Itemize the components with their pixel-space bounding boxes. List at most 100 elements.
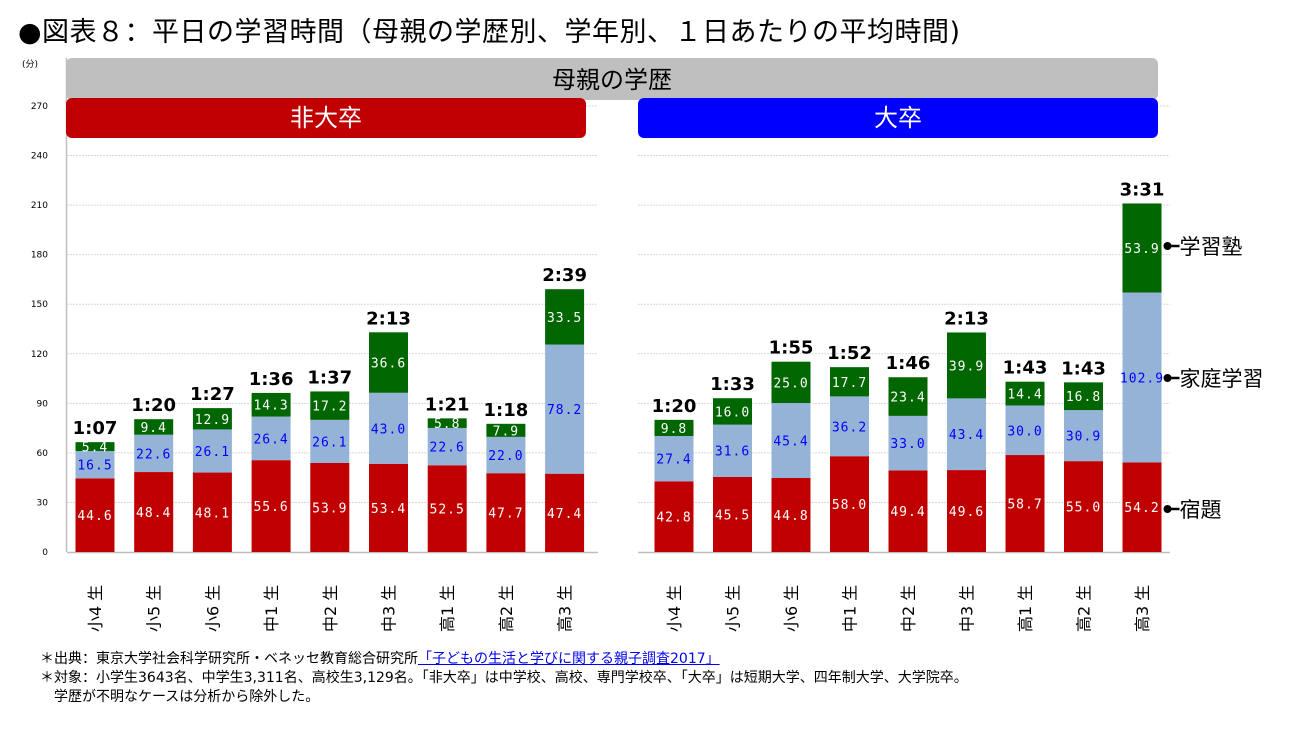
y-tick-label: 180 <box>31 251 48 261</box>
data-label-homework: 58.0 <box>832 498 867 513</box>
data-label-cram-school: 33.5 <box>547 311 582 326</box>
data-label-home-study: 33.0 <box>890 437 925 452</box>
data-label-home-study: 30.0 <box>1007 424 1042 439</box>
bar-segment-homework <box>192 472 232 552</box>
data-label-cram-school: 23.4 <box>890 391 925 406</box>
x-category-label: 高3 生 <box>556 585 575 632</box>
data-label-cram-school: 17.7 <box>832 376 867 391</box>
y-tick-label: 270 <box>31 102 48 112</box>
y-tick-label: 90 <box>37 399 49 409</box>
bar-segment-homework <box>486 473 526 552</box>
x-category-label: 小4 生 <box>86 585 105 632</box>
data-label-cram-school: 12.9 <box>195 413 230 428</box>
bar-segment-homework <box>771 477 811 552</box>
bar-segment-cram-school <box>771 361 811 404</box>
bar-segment-cram-school <box>486 423 526 437</box>
data-label-homework: 55.0 <box>1066 501 1101 516</box>
data-label-home-study: 43.4 <box>949 428 984 443</box>
data-label-homework: 49.6 <box>949 505 984 520</box>
total-time-label: 1:33 <box>710 374 755 395</box>
bar-segment-homework <box>310 462 350 552</box>
total-time-label: 1:27 <box>190 384 235 405</box>
bar-segment-home-study <box>251 416 291 461</box>
total-time-label: 1:43 <box>1061 358 1106 379</box>
total-time-label: 1:18 <box>484 400 529 421</box>
bar-segment-homework <box>369 463 408 552</box>
y-tick-label: 60 <box>37 449 49 459</box>
data-label-home-study: 26.1 <box>195 445 230 460</box>
bar-segment-cram-school <box>192 408 232 430</box>
total-time-label: 2:13 <box>366 308 411 329</box>
data-label-home-study: 16.5 <box>77 459 112 474</box>
source-note: ＊出典：東京大学社会科学研究所・ベネッセ教育総合研究所「子どもの生活と学びに関す… <box>40 650 968 669</box>
bar-segment-cram-school <box>947 332 986 399</box>
x-category-label: 小5 生 <box>724 585 743 632</box>
bar-segment-home-study <box>1122 292 1162 463</box>
axes: (分) 0 30 60 90 120 150 180 210 240 270 <box>22 58 1170 558</box>
total-time-label: 1:43 <box>1003 358 1048 379</box>
bar-segment-home-study <box>713 424 752 477</box>
bar-segment-cram-school <box>134 419 174 435</box>
data-label-homework: 53.4 <box>371 502 406 517</box>
data-label-cram-school: 5.4 <box>82 441 108 456</box>
total-time-label: 1:46 <box>886 353 931 374</box>
data-label-cram-school: 16.0 <box>715 405 750 420</box>
bar-segment-homework <box>830 456 869 552</box>
bar-segment-homework <box>134 472 174 552</box>
bar-segment-home-study <box>771 403 811 478</box>
data-label-cram-school: 7.9 <box>493 424 519 439</box>
data-label-cram-school: 53.9 <box>1124 242 1159 257</box>
x-category-label: 小6 生 <box>782 585 801 632</box>
bar-segment-homework <box>1064 461 1103 552</box>
bar-segment-home-study <box>545 344 585 474</box>
bar-segment-homework <box>947 470 986 552</box>
legend-label-homework: 宿題 <box>1180 498 1222 522</box>
bar-segment-homework <box>1005 455 1045 552</box>
bar-segment-homework <box>713 476 752 552</box>
banner-university: 大卒 <box>638 98 1158 138</box>
total-time-label: 1:52 <box>827 343 872 364</box>
data-label-homework: 53.9 <box>312 501 347 516</box>
data-label-cram-school: 9.4 <box>140 421 166 436</box>
bar-segment-cram-school <box>427 418 467 428</box>
survey-link[interactable]: 「子どもの生活と学びに関する親子調査2017」 <box>418 651 720 667</box>
data-label-home-study: 43.0 <box>371 422 406 437</box>
total-time-label: 1:37 <box>307 367 352 388</box>
data-label-home-study: 27.4 <box>656 453 691 468</box>
bar-segment-home-study <box>947 398 986 471</box>
bar-segment-homework <box>545 473 585 552</box>
bar-segment-home-study <box>75 451 115 479</box>
data-label-home-study: 22.6 <box>430 441 465 456</box>
bar-segment-cram-school <box>545 289 585 345</box>
bar-segment-cram-school <box>251 392 291 417</box>
data-label-home-study: 45.4 <box>773 435 808 450</box>
x-category-label: 小6 生 <box>203 585 222 632</box>
x-category-label: 中2 生 <box>899 585 918 632</box>
data-label-homework: 44.6 <box>77 509 112 524</box>
bar-segment-home-study <box>830 396 869 457</box>
target-note: ＊対象：小学生3643名、中学生3,311名、高校生3,129名。「非大卒」は中… <box>40 670 968 686</box>
data-label-home-study: 26.4 <box>253 432 288 447</box>
x-category-label: 中3 生 <box>958 585 977 632</box>
data-label-homework: 58.7 <box>1007 498 1042 513</box>
bar-segment-home-study <box>1064 410 1103 462</box>
total-time-label: 3:31 <box>1120 179 1165 200</box>
data-label-cram-school: 16.8 <box>1066 390 1101 405</box>
data-label-home-study: 22.6 <box>136 447 171 462</box>
data-label-homework: 54.2 <box>1124 501 1159 516</box>
data-label-homework: 52.5 <box>430 503 465 518</box>
data-label-cram-school: 9.8 <box>661 422 687 437</box>
banner-mother-education: 母親の学歴 <box>66 58 1158 100</box>
y-tick-label: 240 <box>31 152 48 162</box>
footnotes: ＊出典：東京大学社会科学研究所・ベネッセ教育総合研究所「子どもの生活と学びに関す… <box>40 650 968 707</box>
bar-segment-cram-school <box>310 391 350 420</box>
bar-segment-cram-school <box>888 377 928 416</box>
legend-label-home-study: 家庭学習 <box>1180 367 1264 391</box>
total-time-label: 1:20 <box>652 396 697 417</box>
bar-segment-homework <box>427 465 467 552</box>
data-label-homework: 47.4 <box>547 507 582 522</box>
data-label-homework: 45.5 <box>715 508 750 523</box>
bar-segment-cram-school <box>830 367 869 397</box>
